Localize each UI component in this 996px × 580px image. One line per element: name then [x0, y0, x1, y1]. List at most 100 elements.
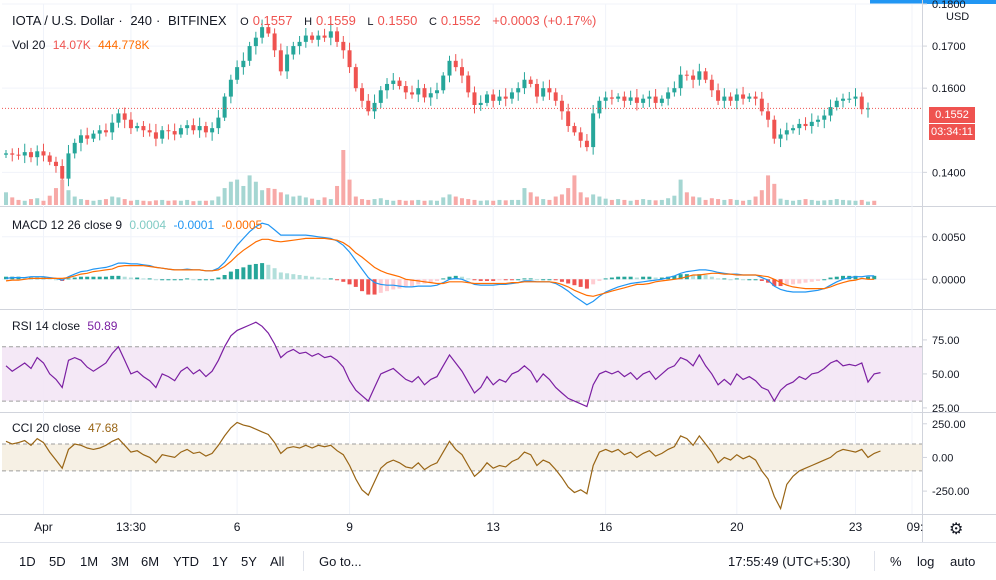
candle-body — [466, 75, 471, 93]
volume-bar — [291, 196, 296, 205]
range-1m[interactable]: 1M — [80, 554, 99, 569]
symbol-name[interactable]: IOTA / U.S. Dollar — [12, 13, 115, 28]
chart-canvas[interactable]: Apr 13:30 6 9 13 16 20 23 09: 0.1800 0.1700 0.1600 0… — [0, 0, 996, 542]
macd-histogram-bar — [316, 277, 321, 280]
volume-bar — [834, 199, 839, 205]
time-axis-label: 09: — [907, 520, 924, 534]
top-accent-strip — [870, 0, 996, 4]
macd-histogram-bar — [172, 279, 177, 281]
volume-bar — [772, 183, 777, 205]
candle-body — [422, 88, 427, 98]
price-axis-label: 0.1600 — [932, 83, 966, 95]
macd-histogram-bar — [53, 279, 58, 281]
rsi-legend[interactable]: RSI 14 close 50.89 — [12, 319, 121, 333]
candle-body — [503, 96, 508, 99]
volume-bar — [153, 200, 158, 205]
volume-bar — [10, 197, 15, 205]
volume-bar — [335, 185, 340, 205]
range-5y[interactable]: 5Y — [241, 554, 257, 569]
macd-legend[interactable]: MACD 12 26 close 9 0.0004 -0.0001 -0.000… — [12, 218, 266, 232]
range-1d[interactable]: 1D — [19, 554, 36, 569]
macd-histogram-bar — [616, 276, 621, 280]
candle-body — [484, 94, 489, 103]
range-1y[interactable]: 1Y — [212, 554, 228, 569]
macd-histogram-bar — [147, 278, 152, 280]
volume-bar — [697, 197, 702, 205]
macd-histogram-bar — [191, 279, 196, 281]
volume-bar — [178, 200, 183, 205]
clock-timezone[interactable]: 17:55:49 (UTC+5:30) — [728, 554, 851, 569]
volume-bar — [466, 199, 471, 205]
macd-histogram-bar — [866, 276, 870, 280]
macd-histogram-bar — [566, 279, 571, 284]
macd-histogram-bar — [91, 276, 96, 280]
range-6m[interactable]: 6M — [141, 554, 160, 569]
range-ytd[interactable]: YTD — [173, 554, 199, 569]
macd-histogram-bar — [122, 276, 127, 280]
volume-bar — [97, 199, 102, 205]
ohlc-low: L 0.1550 — [367, 13, 418, 28]
currency-label[interactable]: USD — [943, 11, 973, 23]
macd-histogram-bar — [472, 279, 477, 281]
macd-histogram-bar — [772, 279, 777, 287]
macd-histogram-bar — [397, 279, 402, 289]
macd-histogram-bar — [459, 276, 464, 280]
rsi-label[interactable]: RSI 14 close — [12, 319, 81, 333]
volume-legend[interactable]: Vol 20 14.07K 444.778K — [12, 38, 154, 52]
volume-label[interactable]: Vol 20 — [12, 38, 46, 52]
candle-body — [10, 153, 15, 155]
exchange-label: BITFINEX — [167, 13, 227, 28]
candle-body — [447, 60, 452, 76]
volume-bar — [191, 201, 196, 205]
volume-bar — [784, 199, 789, 205]
range-all[interactable]: All — [270, 554, 285, 569]
volume-bar — [4, 192, 8, 205]
macd-histogram-bar — [484, 279, 489, 281]
macd-label[interactable]: MACD 12 26 close 9 — [12, 218, 123, 232]
macd-histogram-bar — [228, 271, 233, 280]
macd-histogram-bar — [410, 279, 415, 287]
candle-body — [553, 92, 558, 101]
volume-ma-value: 444.778K — [98, 38, 150, 52]
macd-histogram-bar — [403, 279, 408, 287]
macd-histogram-bar — [828, 277, 833, 280]
candle-body — [428, 93, 433, 98]
cci-legend[interactable]: CCI 20 close 47.68 — [12, 421, 122, 435]
macd-histogram-bar — [310, 276, 315, 280]
bottom-toolbar: 1D 5D 1M 3M 6M YTD 1Y 5Y All Go to... 17… — [0, 542, 996, 580]
volume-bar — [822, 200, 827, 205]
volume-bar — [841, 199, 846, 205]
volume-bar — [197, 200, 202, 205]
volume-bar — [22, 200, 27, 205]
range-3m[interactable]: 3M — [111, 554, 130, 569]
volume-bar — [241, 185, 246, 205]
cci-label[interactable]: CCI 20 close — [12, 421, 81, 435]
goto-button[interactable]: Go to... — [319, 554, 362, 569]
macd-pane — [4, 222, 877, 306]
volume-bar — [491, 200, 496, 205]
auto-toggle[interactable]: auto — [950, 554, 976, 569]
percent-toggle[interactable]: % — [890, 554, 902, 569]
volume-bar — [228, 181, 233, 205]
cci-axis-label: -250.00 — [932, 486, 969, 498]
ohlc-high: H 0.1559 — [304, 13, 356, 28]
volume-bar — [147, 201, 152, 205]
log-toggle[interactable]: log — [917, 554, 935, 569]
gear-icon[interactable]: ⚙ — [949, 521, 964, 538]
candle-body — [472, 92, 477, 105]
macd-histogram-bar — [553, 279, 558, 281]
bar-countdown: 03:34:11 — [929, 124, 975, 140]
range-5d[interactable]: 5D — [49, 554, 66, 569]
volume-bar — [360, 199, 365, 205]
macd-line-value: -0.0001 — [173, 218, 215, 232]
interval-label[interactable]: 240 — [130, 13, 153, 28]
macd-histogram-bar — [128, 277, 133, 280]
candle-body — [185, 125, 190, 129]
candle-body — [791, 128, 796, 131]
volume-bar — [316, 199, 321, 205]
symbol-legend[interactable]: IOTA / U.S. Dollar · 240 · BITFINEX O 0.155… — [12, 13, 600, 28]
candle-body — [328, 31, 333, 38]
volume-bar — [559, 194, 564, 205]
volume-bar — [253, 181, 258, 205]
macd-histogram-bar — [235, 269, 240, 280]
